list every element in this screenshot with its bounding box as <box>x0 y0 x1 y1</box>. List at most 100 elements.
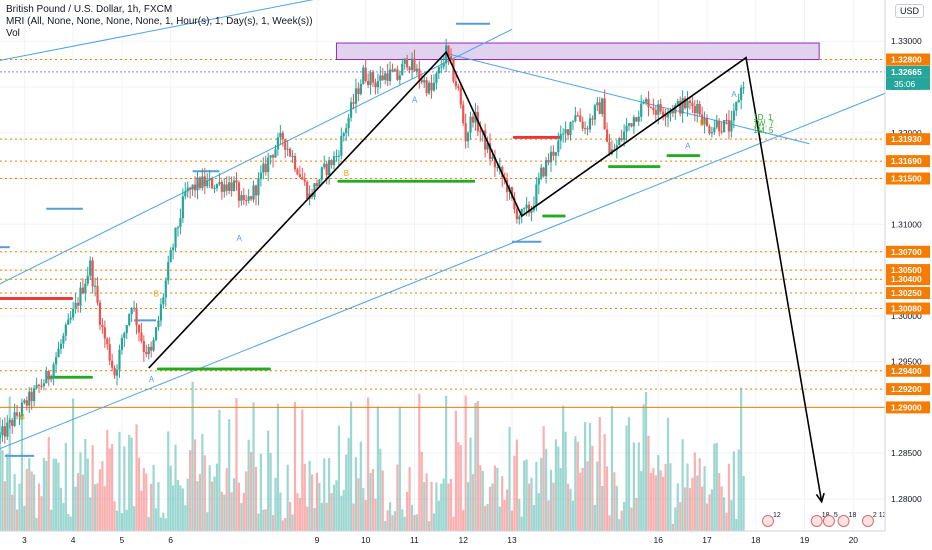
candle-body <box>303 179 306 182</box>
candle-body <box>101 324 104 328</box>
time-axis[interactable]: 3 4 5 6 9 10 11 12 13 16 17 18 19 20 <box>0 530 932 550</box>
candle-body <box>559 133 562 141</box>
price-tick-label: 1.28500 <box>891 448 922 458</box>
candle-body <box>74 302 77 309</box>
date-tick-label: 20 <box>849 535 859 545</box>
volume-bar <box>228 419 231 531</box>
volume-bar <box>349 401 353 531</box>
candle-body <box>427 82 431 94</box>
volume-bar <box>286 464 289 531</box>
candle-body <box>374 82 377 88</box>
volume-bar <box>201 433 204 531</box>
volume-bar <box>135 424 138 531</box>
price-level-badge <box>886 245 930 258</box>
wave-label: A <box>149 375 155 384</box>
volume-bar <box>57 462 60 531</box>
volume-bars <box>0 381 745 531</box>
volume-indicator-label[interactable]: Vol <box>6 28 20 39</box>
pattern-line <box>148 50 823 502</box>
candle-body <box>291 155 294 157</box>
volume-bar <box>40 496 43 531</box>
candle-body <box>730 120 733 132</box>
candle-body <box>186 187 189 192</box>
pattern-projection[interactable] <box>148 50 825 504</box>
candle-body <box>108 344 111 361</box>
volume-bar <box>569 488 572 531</box>
volume-bar <box>262 509 265 531</box>
candle-body <box>220 182 223 192</box>
volume-bar <box>574 436 577 531</box>
volume-bar <box>120 513 124 531</box>
candle-body <box>103 327 106 339</box>
candle-body <box>566 129 570 136</box>
volume-bar <box>396 464 399 531</box>
candle-body <box>35 384 38 389</box>
candle-body <box>259 172 262 179</box>
candle-body <box>432 82 436 91</box>
candle-body <box>318 179 321 187</box>
candle-body <box>737 99 740 103</box>
candle-body <box>391 69 394 72</box>
candle-body <box>542 167 545 177</box>
candle-body <box>232 180 236 192</box>
trendline <box>0 28 513 285</box>
symbol-title[interactable]: British Pound / U.S. Dollar, 1h, FXCM <box>6 4 173 15</box>
candle-body <box>486 143 489 150</box>
volume-bar <box>608 515 611 531</box>
candle-body <box>732 110 735 121</box>
candle-body <box>269 155 272 158</box>
price-tick-label: 1.28000 <box>891 494 922 504</box>
date-tick-label: 17 <box>702 535 712 545</box>
price-level-value: 1.31500 <box>891 174 922 184</box>
volume-bar <box>435 482 438 531</box>
candle-body <box>466 132 470 142</box>
candle-body <box>545 159 548 177</box>
event-count: 18 <box>822 512 830 519</box>
mri-dot <box>697 154 701 158</box>
volume-bar <box>340 495 343 531</box>
candle-body <box>579 115 582 122</box>
candle-body <box>208 178 211 181</box>
wave-labels: A A A A A B B B B 1D, 11W, 71M, 5 <box>20 90 775 421</box>
volume-bar <box>420 451 423 531</box>
candle-body <box>642 102 645 104</box>
event-flag-icon <box>861 515 874 527</box>
economic-events[interactable]: 12 18 5 18 2 139 <box>761 512 891 527</box>
volume-bar <box>364 500 367 531</box>
volume-bar <box>74 486 77 531</box>
volume-bar <box>510 510 514 531</box>
candle-body <box>674 105 677 114</box>
trendlines[interactable] <box>0 0 886 450</box>
mri-indicator-label[interactable]: MRI (All, None, None, None, None, 1, Hou… <box>6 16 313 27</box>
candle-body <box>145 352 148 355</box>
volume-bar <box>735 518 738 531</box>
currency-badge[interactable]: USD <box>894 4 924 18</box>
candle-body <box>262 163 265 173</box>
volume-bar <box>464 395 467 531</box>
volume-bar <box>403 516 406 531</box>
price-level-badge <box>886 264 930 277</box>
volume-bar <box>740 387 743 531</box>
volume-bar <box>284 517 287 531</box>
volume-bar <box>691 477 694 531</box>
volume-bar <box>0 417 2 531</box>
price-axis[interactable]: 1.335001.330001.325001.320001.315001.310… <box>884 0 932 550</box>
candle-body <box>676 100 679 106</box>
volume-bar <box>181 488 184 531</box>
candle-body <box>20 402 24 416</box>
candle-body <box>557 140 560 153</box>
projection-arrowhead <box>815 492 825 504</box>
price-level-badge <box>886 155 930 168</box>
volume-bar <box>79 452 82 531</box>
volume-bar <box>391 515 394 531</box>
candle-body <box>211 178 214 189</box>
candle-body <box>410 58 414 71</box>
candle-body <box>593 105 596 120</box>
resistance-zone[interactable] <box>335 42 820 61</box>
volume-bar <box>588 422 592 531</box>
candle-body <box>1 426 4 436</box>
volume-bar <box>225 468 228 531</box>
candle-body <box>301 176 304 180</box>
candle-body <box>530 210 533 213</box>
